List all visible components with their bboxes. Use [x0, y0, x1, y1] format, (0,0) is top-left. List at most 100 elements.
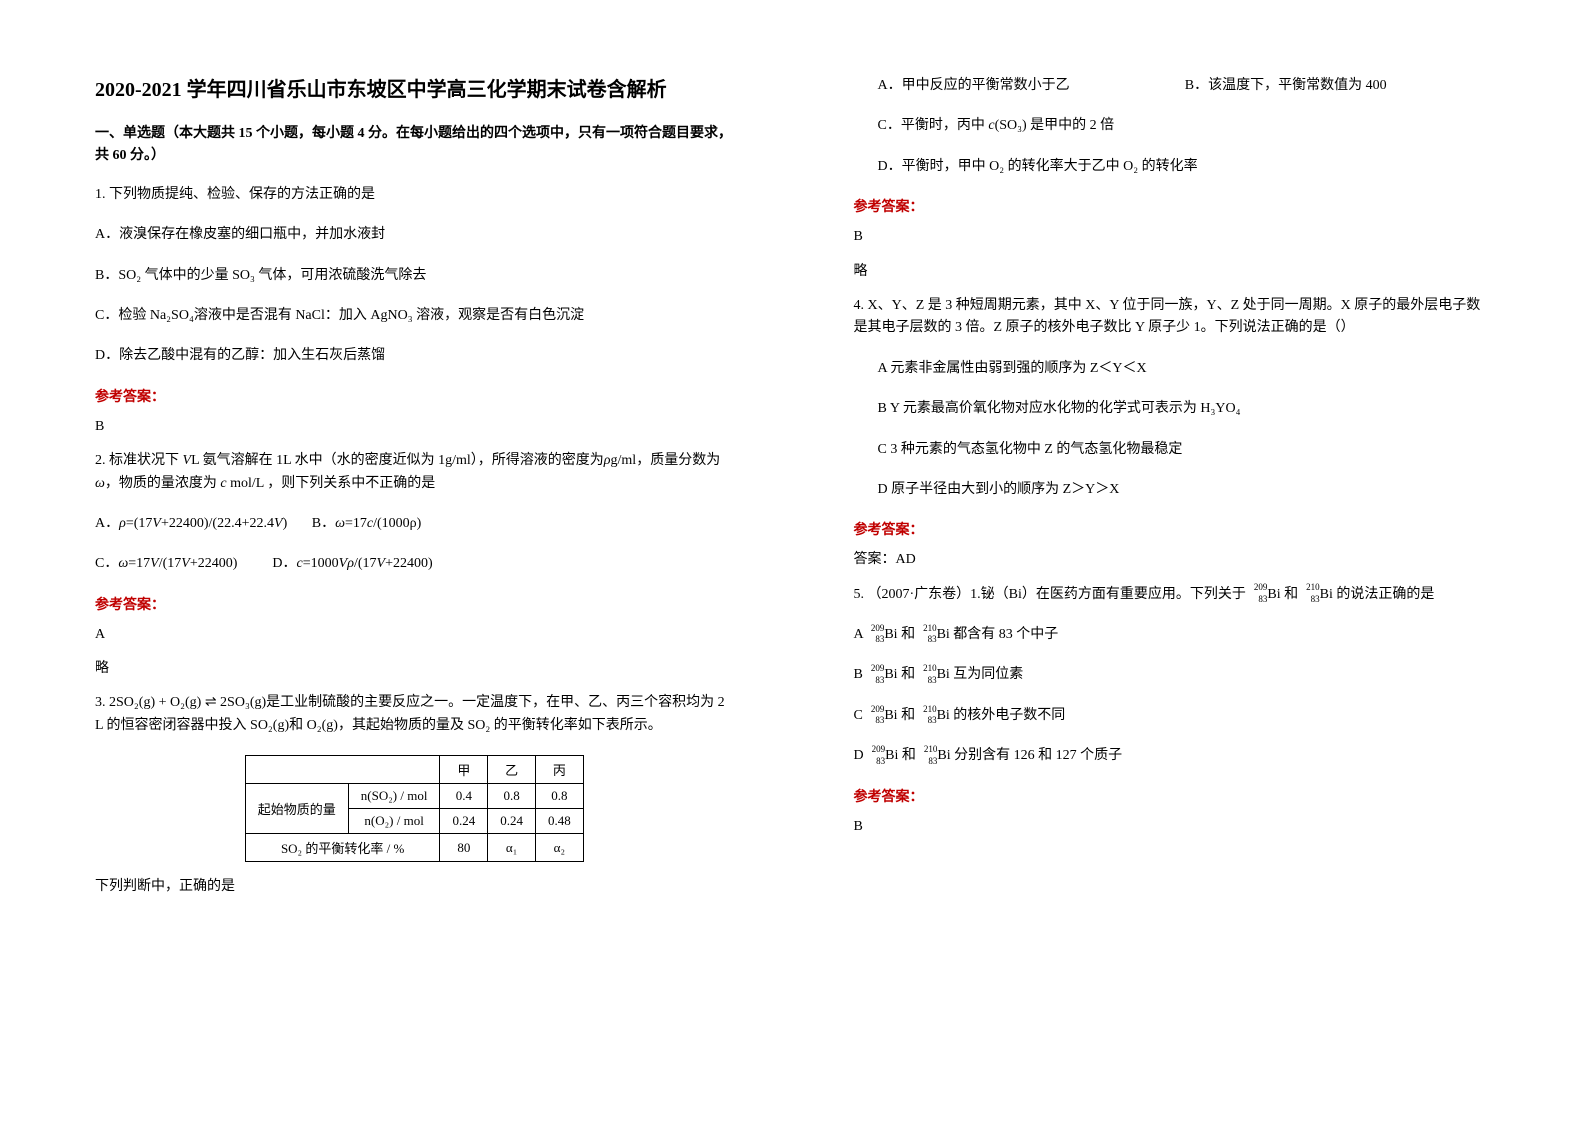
q5-stem-p3: Bi 的说法正确的是: [1320, 587, 1435, 602]
q3-c-p2: (SO₃) 是甲中的 2 倍: [995, 118, 1115, 133]
q3-d: D．平衡时，甲中 O₂ 的转化率大于乙中 O₂ 的转化率: [854, 156, 1493, 178]
q5-c: C 20983Bi 和 21083Bi 的核外电子数不同: [854, 705, 1493, 727]
q5-b-p3: Bi 互为同位素: [937, 667, 1024, 682]
q2-b-omega: ω: [335, 516, 345, 531]
q5-b: B 20983Bi 和 21083Bi 互为同位素: [854, 664, 1493, 686]
right-column: A．甲中反应的平衡常数小于乙 B．该温度下，平衡常数值为 400 C．平衡时，丙…: [794, 0, 1587, 1122]
q2-stem-p5: mol/L ，则下列关系中不正确的是: [227, 476, 436, 491]
q1-b: B．SO₂ 气体中的少量 SO₃ 气体，可用浓硫酸洗气除去: [95, 265, 734, 287]
q3-stem: 3. 2SO₂(g) + O₂(g) ⇌ 2SO₃(g)是工业制硫酸的主要反应之…: [95, 692, 734, 737]
page-container: 2020-2021 学年四川省乐山市东坡区中学高三化学期末试卷含解析 一、单选题…: [0, 0, 1587, 1122]
iso-bot: 83: [876, 754, 885, 768]
iso-bot: 83: [875, 632, 884, 646]
table-header-row: 甲 乙 丙: [245, 756, 583, 784]
th-bing: 丙: [535, 756, 583, 784]
q2-c4: +22400): [190, 556, 238, 571]
q5-answer: B: [854, 816, 1493, 838]
q5-d-p2: Bi 和: [885, 748, 919, 763]
q5-b-p1: B: [854, 667, 867, 682]
q2-a1: A．: [95, 516, 119, 531]
isotope-icon: 20983: [866, 625, 884, 645]
var-V: V: [183, 453, 192, 468]
q3-judge: 下列判断中，正确的是: [95, 876, 734, 898]
q2-ab-row: A．ρ=(17V+22400)/(22.4+22.4V) B．ω=17c/(10…: [95, 513, 734, 535]
isotope-icon: 21083: [919, 665, 937, 685]
var-rho: ρ: [604, 453, 611, 468]
q2-d3: /(17: [354, 556, 377, 571]
o2-bing: 0.48: [535, 809, 583, 834]
q3-b: B．该温度下，平衡常数值为 400: [1185, 75, 1492, 97]
iso-bot: 83: [1311, 592, 1320, 606]
q2-stem-p1: 2. 标准状况下: [95, 453, 183, 468]
q3-answer-label: 参考答案：: [854, 196, 1493, 216]
left-column: 2020-2021 学年四川省乐山市东坡区中学高三化学期末试卷含解析 一、单选题…: [0, 0, 794, 1122]
n-o2: n(O₂) / mol: [348, 809, 440, 834]
q2-stem-p4: ，物质的量浓度为: [105, 476, 221, 491]
conversion-label: SO₂ 的平衡转化率 / %: [245, 834, 440, 862]
q2-c1: C．: [95, 556, 118, 571]
iso-bot: 83: [928, 754, 937, 768]
iso-bot: 83: [875, 713, 884, 727]
th-blank: [245, 756, 440, 784]
iso-bot: 83: [1258, 592, 1267, 606]
q2-answer-label: 参考答案：: [95, 594, 734, 614]
q1-answer: B: [95, 416, 734, 438]
q5-d-p3: Bi 分别含有 126 和 127 个质子: [937, 748, 1122, 763]
q3-brief: 略: [854, 261, 1493, 283]
q2-d-rho: ρ: [347, 556, 354, 571]
q5-c-p3: Bi 的核外电子数不同: [937, 708, 1066, 723]
o2-yi: 0.24: [488, 809, 536, 834]
var-omega: ω: [95, 476, 105, 491]
iso-bot: 83: [928, 673, 937, 687]
q4-b: B Y 元素最高价氧化物对应水化物的化学式可表示为 H₃YO₄: [854, 398, 1493, 420]
q1-a: A．液溴保存在橡皮塞的细口瓶中，并加水液封: [95, 224, 734, 246]
q1-answer-label: 参考答案：: [95, 386, 734, 406]
q2-b2: =17: [345, 516, 367, 531]
q5-d-p1: D: [854, 748, 868, 763]
q5-a-p1: A: [854, 627, 867, 642]
th-yi: 乙: [488, 756, 536, 784]
q2-a3: +22400)/(22.4+22.4: [161, 516, 274, 531]
q2-c2: =17: [128, 556, 150, 571]
iso-bot: 83: [928, 632, 937, 646]
iso-bot: 83: [875, 673, 884, 687]
q2-d-V1: V: [339, 556, 348, 571]
q5-stem-p1: 5. （2007·广东卷）1.铋（Bi）在医药方面有重要应用。下列关于: [854, 587, 1250, 602]
q2-c3: /(17: [159, 556, 182, 571]
q2-c-V2: V: [181, 556, 190, 571]
q5-a: A 20983Bi 和 21083Bi 都含有 83 个中子: [854, 624, 1493, 646]
q5-a-p3: Bi 都含有 83 个中子: [937, 627, 1059, 642]
isotope-icon: 21083: [919, 746, 937, 766]
q2-d-V2: V: [377, 556, 386, 571]
q5-stem: 5. （2007·广东卷）1.铋（Bi）在医药方面有重要应用。下列关于 2098…: [854, 584, 1493, 606]
isotope-icon: 20983: [866, 665, 884, 685]
q3-a: A．甲中反应的平衡常数小于乙: [854, 75, 1185, 97]
iso-bot: 83: [928, 713, 937, 727]
n-so2: n(SO₂) / mol: [348, 784, 440, 809]
q4-a: A 元素非金属性由弱到强的顺序为 Z＜Y＜X: [854, 358, 1493, 380]
start-amount-label: 起始物质的量: [245, 784, 348, 834]
table-row: SO₂ 的平衡转化率 / % 80 α₁ α₂: [245, 834, 583, 862]
isotope-209-icon: 20983: [1249, 584, 1267, 604]
q5-c-p1: C: [854, 708, 867, 723]
q2-c-V1: V: [150, 556, 159, 571]
q4-answer: 答案：AD: [854, 549, 1493, 571]
q3-table: 甲 乙 丙 起始物质的量 n(SO₂) / mol 0.4 0.8 0.8 n(…: [245, 755, 584, 862]
o2-jia: 0.24: [440, 809, 488, 834]
isotope-icon: 20983: [867, 746, 885, 766]
q4-stem: 4. X、Y、Z 是 3 种短周期元素，其中 X、Y 位于同一族，Y、Z 处于同…: [854, 295, 1493, 340]
q5-a-p2: Bi 和: [884, 627, 918, 642]
q2-answer: A: [95, 624, 734, 646]
q2-a4: ): [283, 516, 288, 531]
conv-bing: α₂: [535, 834, 583, 862]
q2-a-V2: V: [274, 516, 283, 531]
q2-b1: B．: [312, 516, 335, 531]
q5-b-p2: Bi 和: [884, 667, 918, 682]
table-row: 起始物质的量 n(SO₂) / mol 0.4 0.8 0.8: [245, 784, 583, 809]
q5-c-p2: Bi 和: [884, 708, 918, 723]
section-intro: 一、单选题（本大题共 15 个小题，每小题 4 分。在每小题给出的四个选项中，只…: [95, 123, 734, 168]
q5-answer-label: 参考答案：: [854, 786, 1493, 806]
q2-brief: 略: [95, 658, 734, 680]
q1-c: C．检验 Na₂SO₄溶液中是否混有 NaCl：加入 AgNO₃ 溶液，观察是否…: [95, 305, 734, 327]
exam-title: 2020-2021 学年四川省乐山市东坡区中学高三化学期末试卷含解析: [95, 75, 734, 105]
